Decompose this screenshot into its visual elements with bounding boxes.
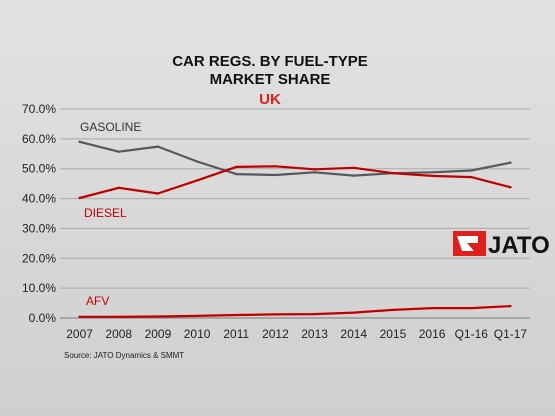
data-point-diesel xyxy=(78,196,81,200)
series-line-gasoline xyxy=(78,140,512,177)
series-line-diesel xyxy=(78,165,512,200)
y-tick-label: 20.0% xyxy=(22,251,56,265)
data-point-afv xyxy=(313,312,316,316)
series-label-gasoline: GASOLINE xyxy=(80,120,141,134)
data-point-afv xyxy=(352,311,355,314)
data-point-diesel xyxy=(470,175,473,179)
y-tick-label: 70.0% xyxy=(22,102,56,116)
data-point-diesel xyxy=(391,171,395,175)
data-point-diesel xyxy=(509,186,512,189)
series-label-afv: AFV xyxy=(86,294,109,308)
data-point-afv xyxy=(470,306,473,310)
data-point-afv xyxy=(509,304,512,308)
series-label-diesel: DIESEL xyxy=(84,206,127,220)
data-point-afv xyxy=(391,308,395,312)
data-point-afv xyxy=(274,313,277,316)
data-point-afv xyxy=(117,315,120,319)
x-tick-label: 2016 xyxy=(419,327,446,341)
chart-subtitle: UK xyxy=(259,91,281,108)
x-tick-label: Q1-16 xyxy=(455,327,489,341)
data-point-diesel xyxy=(156,192,160,195)
logo-arrow-icon xyxy=(457,236,478,251)
data-point-diesel xyxy=(235,165,238,169)
x-tick-label: 2013 xyxy=(301,327,328,341)
data-point-afv xyxy=(195,314,199,318)
data-point-gasoline xyxy=(235,172,238,176)
x-tick-label: 2014 xyxy=(340,327,367,341)
y-axis: 0.0% 10.0% 20.0% 30.0% 40.0% 50.0% 60.0% 70.0% xyxy=(22,102,56,325)
x-tick-label: 2011 xyxy=(223,327,249,341)
y-tick-label: 40.0% xyxy=(22,192,56,206)
jato-logo: JATO xyxy=(453,231,550,259)
x-tick-label: Q1-17 xyxy=(494,327,528,341)
data-point-gasoline xyxy=(195,160,199,163)
data-point-afv xyxy=(78,315,81,319)
data-point-diesel xyxy=(117,186,120,190)
x-tick-label: 2007 xyxy=(66,327,93,341)
logo-text: JATO xyxy=(488,232,550,259)
data-point-gasoline xyxy=(117,150,120,153)
series-lines xyxy=(78,140,512,319)
data-point-gasoline xyxy=(352,174,355,177)
x-tick-label: 2008 xyxy=(105,327,132,341)
y-tick-label: 50.0% xyxy=(22,162,56,176)
x-axis: 2007 2008 2009 2010 2011 2012 2013 2014 2015 2016… xyxy=(60,317,530,341)
data-point-gasoline xyxy=(470,169,473,172)
chart-title: CAR REGS. BY FUEL-TYPE xyxy=(172,53,368,70)
grid-lines xyxy=(60,108,530,319)
data-point-gasoline xyxy=(430,171,434,174)
y-tick-label: 30.0% xyxy=(22,221,56,235)
data-point-gasoline xyxy=(78,140,81,144)
data-point-gasoline xyxy=(509,161,512,164)
data-point-diesel xyxy=(195,179,199,182)
data-point-diesel xyxy=(313,168,316,171)
source-note: Source: JATO Dynamics & SMMT xyxy=(64,351,184,360)
data-point-gasoline xyxy=(156,145,160,148)
x-tick-label: 2009 xyxy=(145,327,172,341)
data-point-diesel xyxy=(352,166,355,170)
data-point-diesel xyxy=(430,174,434,178)
data-point-afv xyxy=(235,313,238,317)
x-tick-label: 2010 xyxy=(184,327,211,341)
series-line-afv xyxy=(78,305,512,318)
logo-mark xyxy=(453,231,486,256)
data-point-diesel xyxy=(274,165,277,168)
data-point-afv xyxy=(156,315,160,318)
chart-title-line2: MARKET SHARE xyxy=(210,71,331,88)
y-tick-label: 0.0% xyxy=(29,311,57,325)
y-tick-label: 10.0% xyxy=(22,281,56,295)
data-point-afv xyxy=(430,306,434,310)
data-point-gasoline xyxy=(274,173,277,177)
data-point-gasoline xyxy=(313,171,316,174)
y-tick-label: 60.0% xyxy=(22,132,56,146)
x-tick-label: 2012 xyxy=(262,327,289,341)
x-tick-label: 2015 xyxy=(380,327,407,341)
